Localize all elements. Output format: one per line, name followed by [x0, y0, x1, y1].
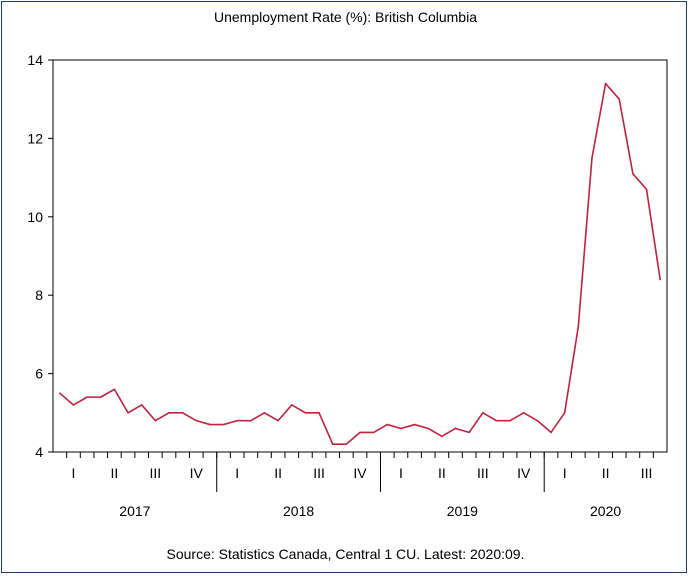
- quarter-label: II: [438, 465, 446, 481]
- quarter-label: III: [641, 465, 653, 481]
- data-point: [195, 419, 198, 422]
- quarter-label: I: [563, 465, 567, 481]
- data-point: [127, 412, 129, 414]
- quarter-label: III: [149, 465, 161, 481]
- data-point: [372, 431, 375, 434]
- quarter-label: I: [235, 465, 239, 481]
- data-point: [604, 82, 607, 85]
- data-point: [236, 419, 238, 422]
- source-note: Source: Statistics Canada, Central 1 CU.…: [166, 546, 525, 562]
- data-point: [645, 188, 648, 191]
- y-tick-label: 12: [27, 130, 43, 146]
- plot-area: [52, 59, 668, 453]
- data-point: [290, 404, 293, 406]
- year-label: 2017: [119, 503, 150, 519]
- data-point: [72, 404, 75, 406]
- data-point: [59, 392, 61, 395]
- data-point: [550, 431, 552, 434]
- data-point: [427, 427, 430, 430]
- data-point: [331, 443, 334, 445]
- data-point: [277, 419, 279, 422]
- quarter-label: I: [72, 465, 76, 481]
- year-label: 2018: [283, 503, 314, 519]
- y-axis: 4 6 8 10 12 14: [27, 52, 53, 460]
- data-point: [263, 412, 266, 414]
- data-point: [345, 443, 348, 445]
- data-point: [168, 412, 170, 414]
- data-point: [359, 431, 361, 434]
- data-point: [536, 419, 539, 422]
- data-point: [468, 431, 470, 434]
- data-point: [632, 172, 634, 175]
- year-label: 2020: [590, 503, 621, 519]
- chart-title: Unemployment Rate (%): British Columbia: [214, 9, 477, 25]
- data-point: [441, 435, 443, 438]
- data-point: [577, 325, 580, 328]
- quarter-label: IV: [517, 465, 531, 481]
- data-point: [454, 427, 457, 430]
- series-line: [59, 82, 661, 445]
- quarter-label: III: [313, 465, 325, 481]
- y-tick-label: 14: [27, 52, 43, 68]
- data-point: [495, 419, 498, 422]
- y-tick-label: 10: [27, 209, 43, 225]
- series-layer: [59, 82, 661, 445]
- data-point: [140, 404, 143, 406]
- y-tick-label: 8: [35, 287, 43, 303]
- data-point: [318, 412, 320, 414]
- data-point: [386, 423, 389, 426]
- data-point: [400, 427, 402, 430]
- data-point: [659, 278, 661, 281]
- data-point: [86, 396, 88, 398]
- data-point: [99, 396, 102, 398]
- y-tick-label: 6: [35, 366, 43, 382]
- quarter-label: III: [477, 465, 489, 481]
- data-point: [591, 157, 593, 159]
- quarter-label: II: [274, 465, 282, 481]
- quarter-label: IV: [353, 465, 367, 481]
- data-point: [304, 412, 307, 414]
- data-point: [563, 412, 566, 414]
- data-point: [618, 98, 621, 100]
- data-point: [482, 412, 484, 414]
- data-point: [209, 423, 211, 426]
- data-point: [181, 412, 184, 414]
- quarter-label: II: [111, 465, 119, 481]
- data-point: [250, 419, 252, 422]
- data-point: [522, 412, 525, 414]
- year-label: 2019: [447, 503, 478, 519]
- quarter-label: II: [602, 465, 610, 481]
- data-point: [154, 419, 157, 422]
- quarter-label: I: [399, 465, 403, 481]
- y-tick-label: 4: [35, 444, 43, 460]
- data-point: [113, 388, 116, 391]
- data-point: [222, 423, 225, 426]
- data-point: [509, 419, 511, 422]
- quarter-label: IV: [190, 465, 204, 481]
- data-point: [413, 423, 416, 426]
